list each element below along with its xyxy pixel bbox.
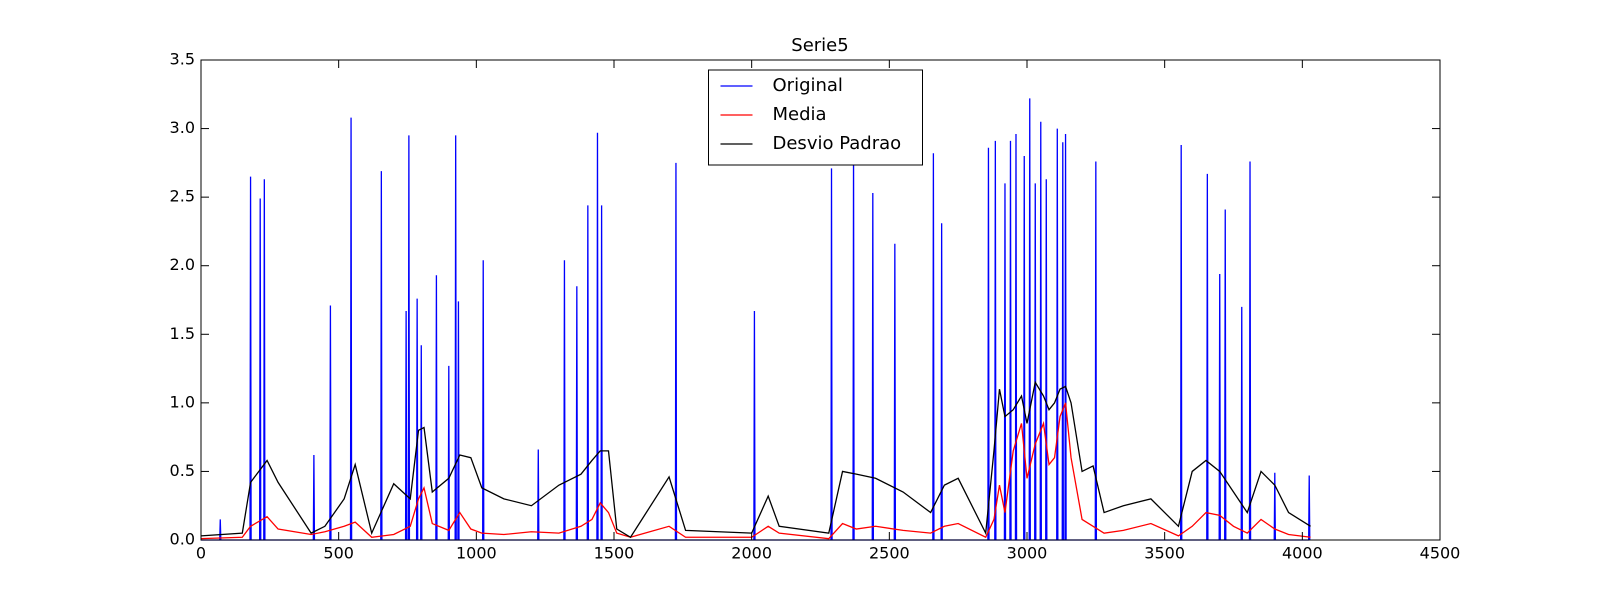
x-tick-label: 4000	[1282, 544, 1323, 563]
y-tick-label: 2.0	[170, 255, 195, 274]
legend-label: Desvio Padrao	[773, 133, 902, 154]
y-tick-label: 2.5	[170, 187, 195, 206]
x-tick-label: 500	[323, 544, 354, 563]
legend-label: Media	[773, 104, 827, 125]
chart-title: Serie5	[791, 35, 848, 56]
series-line	[200, 380, 1311, 539]
y-tick-label: 3.5	[170, 50, 195, 69]
legend: Original Media Desvio Padrao	[708, 69, 923, 166]
y-tick-label: 1.0	[170, 392, 195, 411]
y-tick-label: 1.5	[170, 324, 195, 343]
x-tick-label: 0	[196, 544, 206, 563]
plot-frame	[200, 59, 1441, 541]
x-tick-label: 2500	[869, 544, 910, 563]
x-tick-label: 3000	[1007, 544, 1048, 563]
series-line	[200, 402, 1311, 540]
y-tick-label: 3.0	[170, 118, 195, 137]
legend-label: Original	[773, 75, 843, 96]
x-tick-label: 2000	[731, 544, 772, 563]
x-tick-label: 4500	[1420, 544, 1461, 563]
x-tick-label: 3500	[1144, 544, 1185, 563]
y-tick-label: 0.5	[170, 461, 195, 480]
x-tick-label: 1500	[594, 544, 635, 563]
y-tick-label: 0.0	[170, 530, 195, 549]
x-tick-label: 1000	[456, 544, 497, 563]
